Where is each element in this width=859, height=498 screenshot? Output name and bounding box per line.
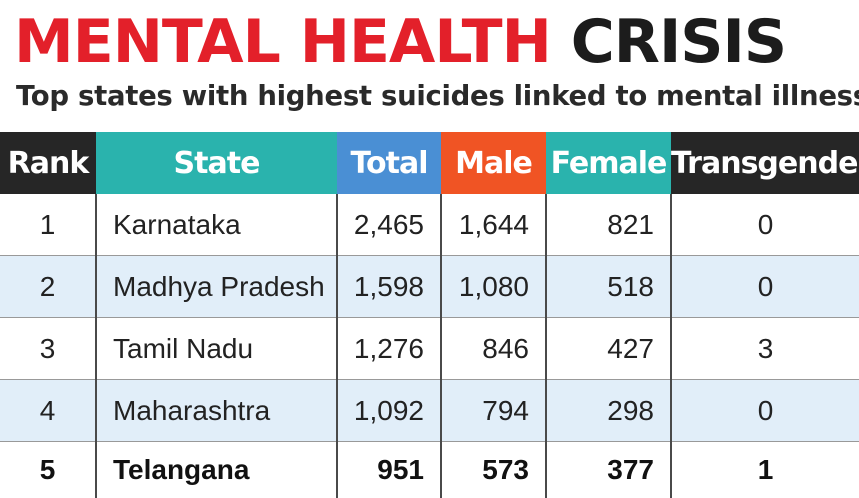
cell-state: Tamil Nadu bbox=[96, 318, 337, 380]
cell-state: Telangana bbox=[96, 442, 337, 498]
cell-transgender: 1 bbox=[671, 442, 859, 498]
cell-male: 573 bbox=[441, 442, 546, 498]
cell-female: 821 bbox=[546, 194, 671, 256]
cell-female: 427 bbox=[546, 318, 671, 380]
cell-transgender: 0 bbox=[671, 380, 859, 442]
cell-male: 1,080 bbox=[441, 256, 546, 318]
cell-state: Karnataka bbox=[96, 194, 337, 256]
table-row: 1 Karnataka 2,465 1,644 821 0 bbox=[0, 194, 859, 256]
table-row: 3 Tamil Nadu 1,276 846 427 3 bbox=[0, 318, 859, 380]
header-male: Male bbox=[441, 132, 546, 194]
header-state: State bbox=[96, 132, 337, 194]
subtitle: Top states with highest suicides linked … bbox=[16, 76, 859, 116]
cell-male: 846 bbox=[441, 318, 546, 380]
cell-female: 298 bbox=[546, 380, 671, 442]
cell-state: Maharashtra bbox=[96, 380, 337, 442]
cell-total: 1,092 bbox=[337, 380, 441, 442]
cell-rank: 5 bbox=[0, 442, 96, 498]
page-title: MENTAL HEALTH CRISIS bbox=[14, 6, 786, 78]
cell-male: 1,644 bbox=[441, 194, 546, 256]
cell-rank: 3 bbox=[0, 318, 96, 380]
table-header-row: Rank State Total Male Female Transgender bbox=[0, 132, 859, 194]
header-transgender: Transgender bbox=[671, 132, 859, 194]
cell-total: 1,276 bbox=[337, 318, 441, 380]
cell-transgender: 0 bbox=[671, 194, 859, 256]
cell-female: 518 bbox=[546, 256, 671, 318]
cell-rank: 4 bbox=[0, 380, 96, 442]
cell-total: 951 bbox=[337, 442, 441, 498]
cell-total: 1,598 bbox=[337, 256, 441, 318]
header-total: Total bbox=[337, 132, 441, 194]
cell-male: 794 bbox=[441, 380, 546, 442]
table-row-highlighted: 5 Telangana 951 573 377 1 bbox=[0, 442, 859, 498]
cell-state: Madhya Pradesh bbox=[96, 256, 337, 318]
cell-rank: 1 bbox=[0, 194, 96, 256]
suicide-data-table: Rank State Total Male Female Transgender… bbox=[0, 132, 859, 498]
header-rank: Rank bbox=[0, 132, 96, 194]
table-body: 1 Karnataka 2,465 1,644 821 0 2 Madhya P… bbox=[0, 194, 859, 498]
title-black-part: CRISIS bbox=[571, 7, 786, 77]
table-row: 2 Madhya Pradesh 1,598 1,080 518 0 bbox=[0, 256, 859, 318]
title-red-part: MENTAL HEALTH bbox=[14, 7, 551, 77]
cell-total: 2,465 bbox=[337, 194, 441, 256]
table-row: 4 Maharashtra 1,092 794 298 0 bbox=[0, 380, 859, 442]
cell-transgender: 0 bbox=[671, 256, 859, 318]
header-female: Female bbox=[546, 132, 671, 194]
cell-rank: 2 bbox=[0, 256, 96, 318]
cell-female: 377 bbox=[546, 442, 671, 498]
cell-transgender: 3 bbox=[671, 318, 859, 380]
